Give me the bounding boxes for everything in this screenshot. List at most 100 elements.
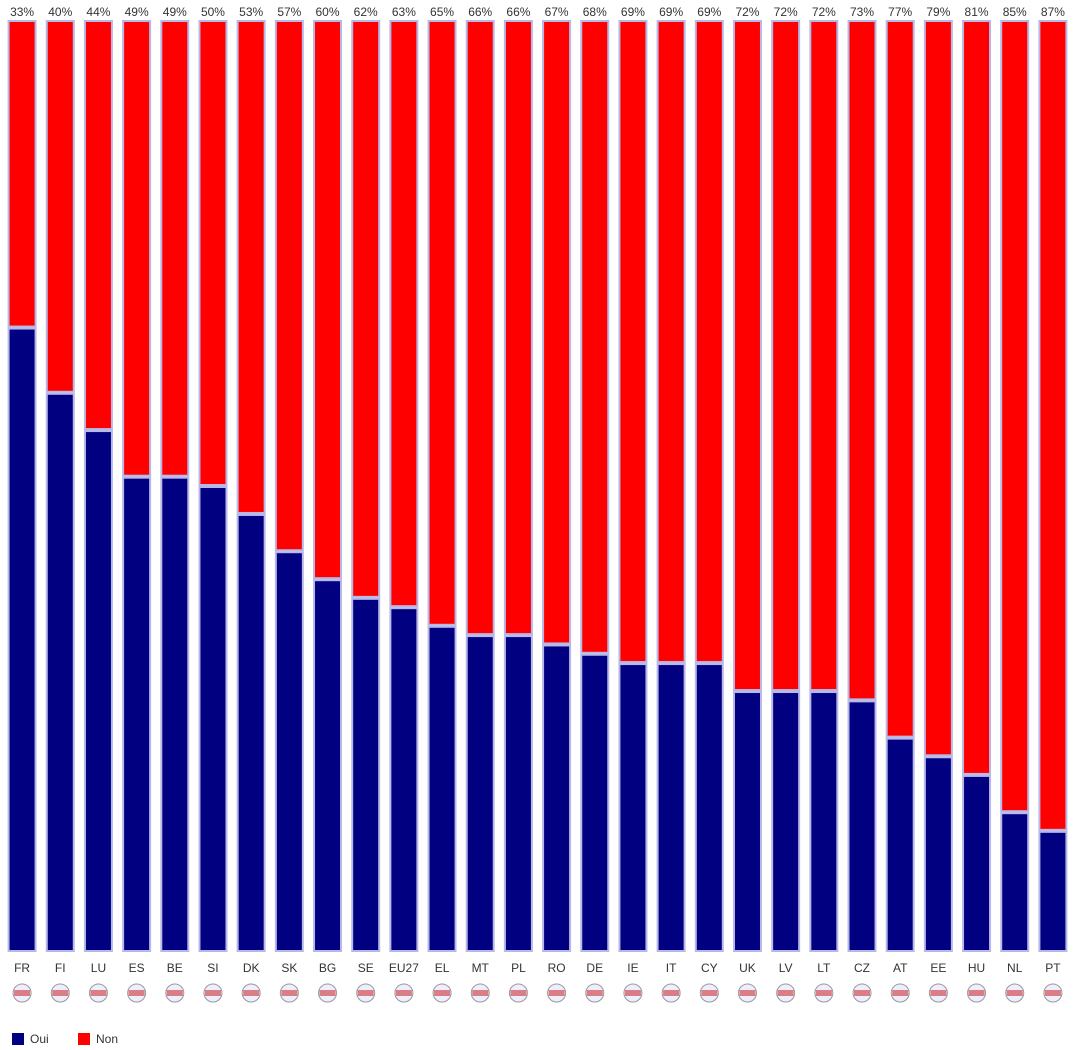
x-tick-label: EE <box>930 961 946 975</box>
bar-segment <box>962 774 992 952</box>
flag-stripe <box>1044 990 1061 996</box>
bar-segment <box>389 20 419 608</box>
flag-stripe <box>815 990 832 996</box>
bar-segment <box>618 20 648 664</box>
x-tick-label: BG <box>319 961 336 975</box>
bar-segment <box>771 20 801 692</box>
x-tick-label: PT <box>1045 961 1061 975</box>
bar-segment <box>83 20 113 431</box>
bar-segment <box>771 691 801 952</box>
bar-segment <box>236 20 266 514</box>
x-tick-label: SE <box>358 961 374 975</box>
x-tick-label: SI <box>207 961 218 975</box>
flag-stripe <box>319 990 336 996</box>
x-tick-label: SK <box>281 961 297 975</box>
x-tick-label: CZ <box>854 961 870 975</box>
flag-stripe <box>204 990 221 996</box>
bar-segment <box>580 20 610 654</box>
bar-segment <box>542 644 572 952</box>
bar-segment <box>1000 20 1030 813</box>
bar-segment <box>809 20 839 692</box>
value-label: 49% <box>163 5 187 19</box>
value-label: 85% <box>1003 5 1027 19</box>
x-tick-label: DE <box>586 961 603 975</box>
flag-stripe <box>663 990 680 996</box>
flag-stripe <box>472 990 489 996</box>
bar-segment <box>427 625 457 952</box>
flag-stripe <box>739 990 756 996</box>
legend-label: Oui <box>30 1032 49 1046</box>
x-tick-label: LU <box>91 961 106 975</box>
value-label: 69% <box>659 5 683 19</box>
bar-segment <box>160 476 190 952</box>
bar-segment <box>694 20 724 664</box>
legend-swatch <box>12 1033 24 1045</box>
value-label: 57% <box>277 5 301 19</box>
bar-segment <box>7 20 37 328</box>
bar-segment <box>809 691 839 952</box>
x-tick-label: PL <box>511 961 526 975</box>
legend-swatch <box>78 1033 90 1045</box>
x-tick-label: IE <box>627 961 638 975</box>
value-label: 69% <box>621 5 645 19</box>
value-label: 60% <box>316 5 340 19</box>
value-label: 72% <box>735 5 759 19</box>
bar-segment <box>274 551 304 952</box>
x-tick-label: AT <box>893 961 908 975</box>
value-label: 49% <box>125 5 149 19</box>
value-label: 62% <box>354 5 378 19</box>
bar-segment <box>923 20 953 757</box>
bar-segment <box>45 20 75 393</box>
value-label: 63% <box>392 5 416 19</box>
bar-segment <box>313 579 343 952</box>
flag-stripe <box>854 990 871 996</box>
bar-segment <box>580 653 610 952</box>
value-label: 87% <box>1041 5 1065 19</box>
x-tick-label: HU <box>968 961 985 975</box>
x-tick-label: FI <box>55 961 66 975</box>
value-label: 79% <box>926 5 950 19</box>
bar-segment <box>847 700 877 952</box>
flag-stripe <box>243 990 260 996</box>
value-label: 73% <box>850 5 874 19</box>
flag-stripe <box>395 990 412 996</box>
value-label: 40% <box>48 5 72 19</box>
bar-segment <box>465 635 495 952</box>
bar-segment <box>236 513 266 953</box>
flag-stripe <box>510 990 527 996</box>
flag-stripe <box>701 990 718 996</box>
bar-segment <box>732 691 762 952</box>
bar-segment <box>503 20 533 636</box>
flag-stripe <box>434 990 451 996</box>
bar-segment <box>274 20 304 552</box>
flag-stripe <box>1006 990 1023 996</box>
value-label: 65% <box>430 5 454 19</box>
bar-segment <box>351 597 381 953</box>
bar-segment <box>122 20 152 477</box>
flag-stripe <box>52 990 69 996</box>
flag-stripe <box>548 990 565 996</box>
value-label: 69% <box>697 5 721 19</box>
flag-stripe <box>892 990 909 996</box>
x-tick-label: NL <box>1007 961 1023 975</box>
bar-segment <box>962 20 992 775</box>
value-label: 67% <box>545 5 569 19</box>
bar-segment <box>45 392 75 952</box>
bar-segment <box>694 663 724 953</box>
flag-stripe <box>166 990 183 996</box>
bar-segment <box>351 20 381 598</box>
flag-stripe <box>968 990 985 996</box>
flag-stripe <box>90 990 107 996</box>
value-label: 44% <box>86 5 110 19</box>
flag-stripe <box>128 990 145 996</box>
bar-segment <box>1038 20 1068 831</box>
value-label: 72% <box>812 5 836 19</box>
x-tick-label: MT <box>472 961 490 975</box>
value-label: 81% <box>965 5 989 19</box>
bar-segment <box>847 20 877 701</box>
bar-segment <box>83 430 113 952</box>
bar-segment <box>923 756 953 953</box>
x-tick-label: CY <box>701 961 718 975</box>
x-tick-label: FR <box>14 961 30 975</box>
